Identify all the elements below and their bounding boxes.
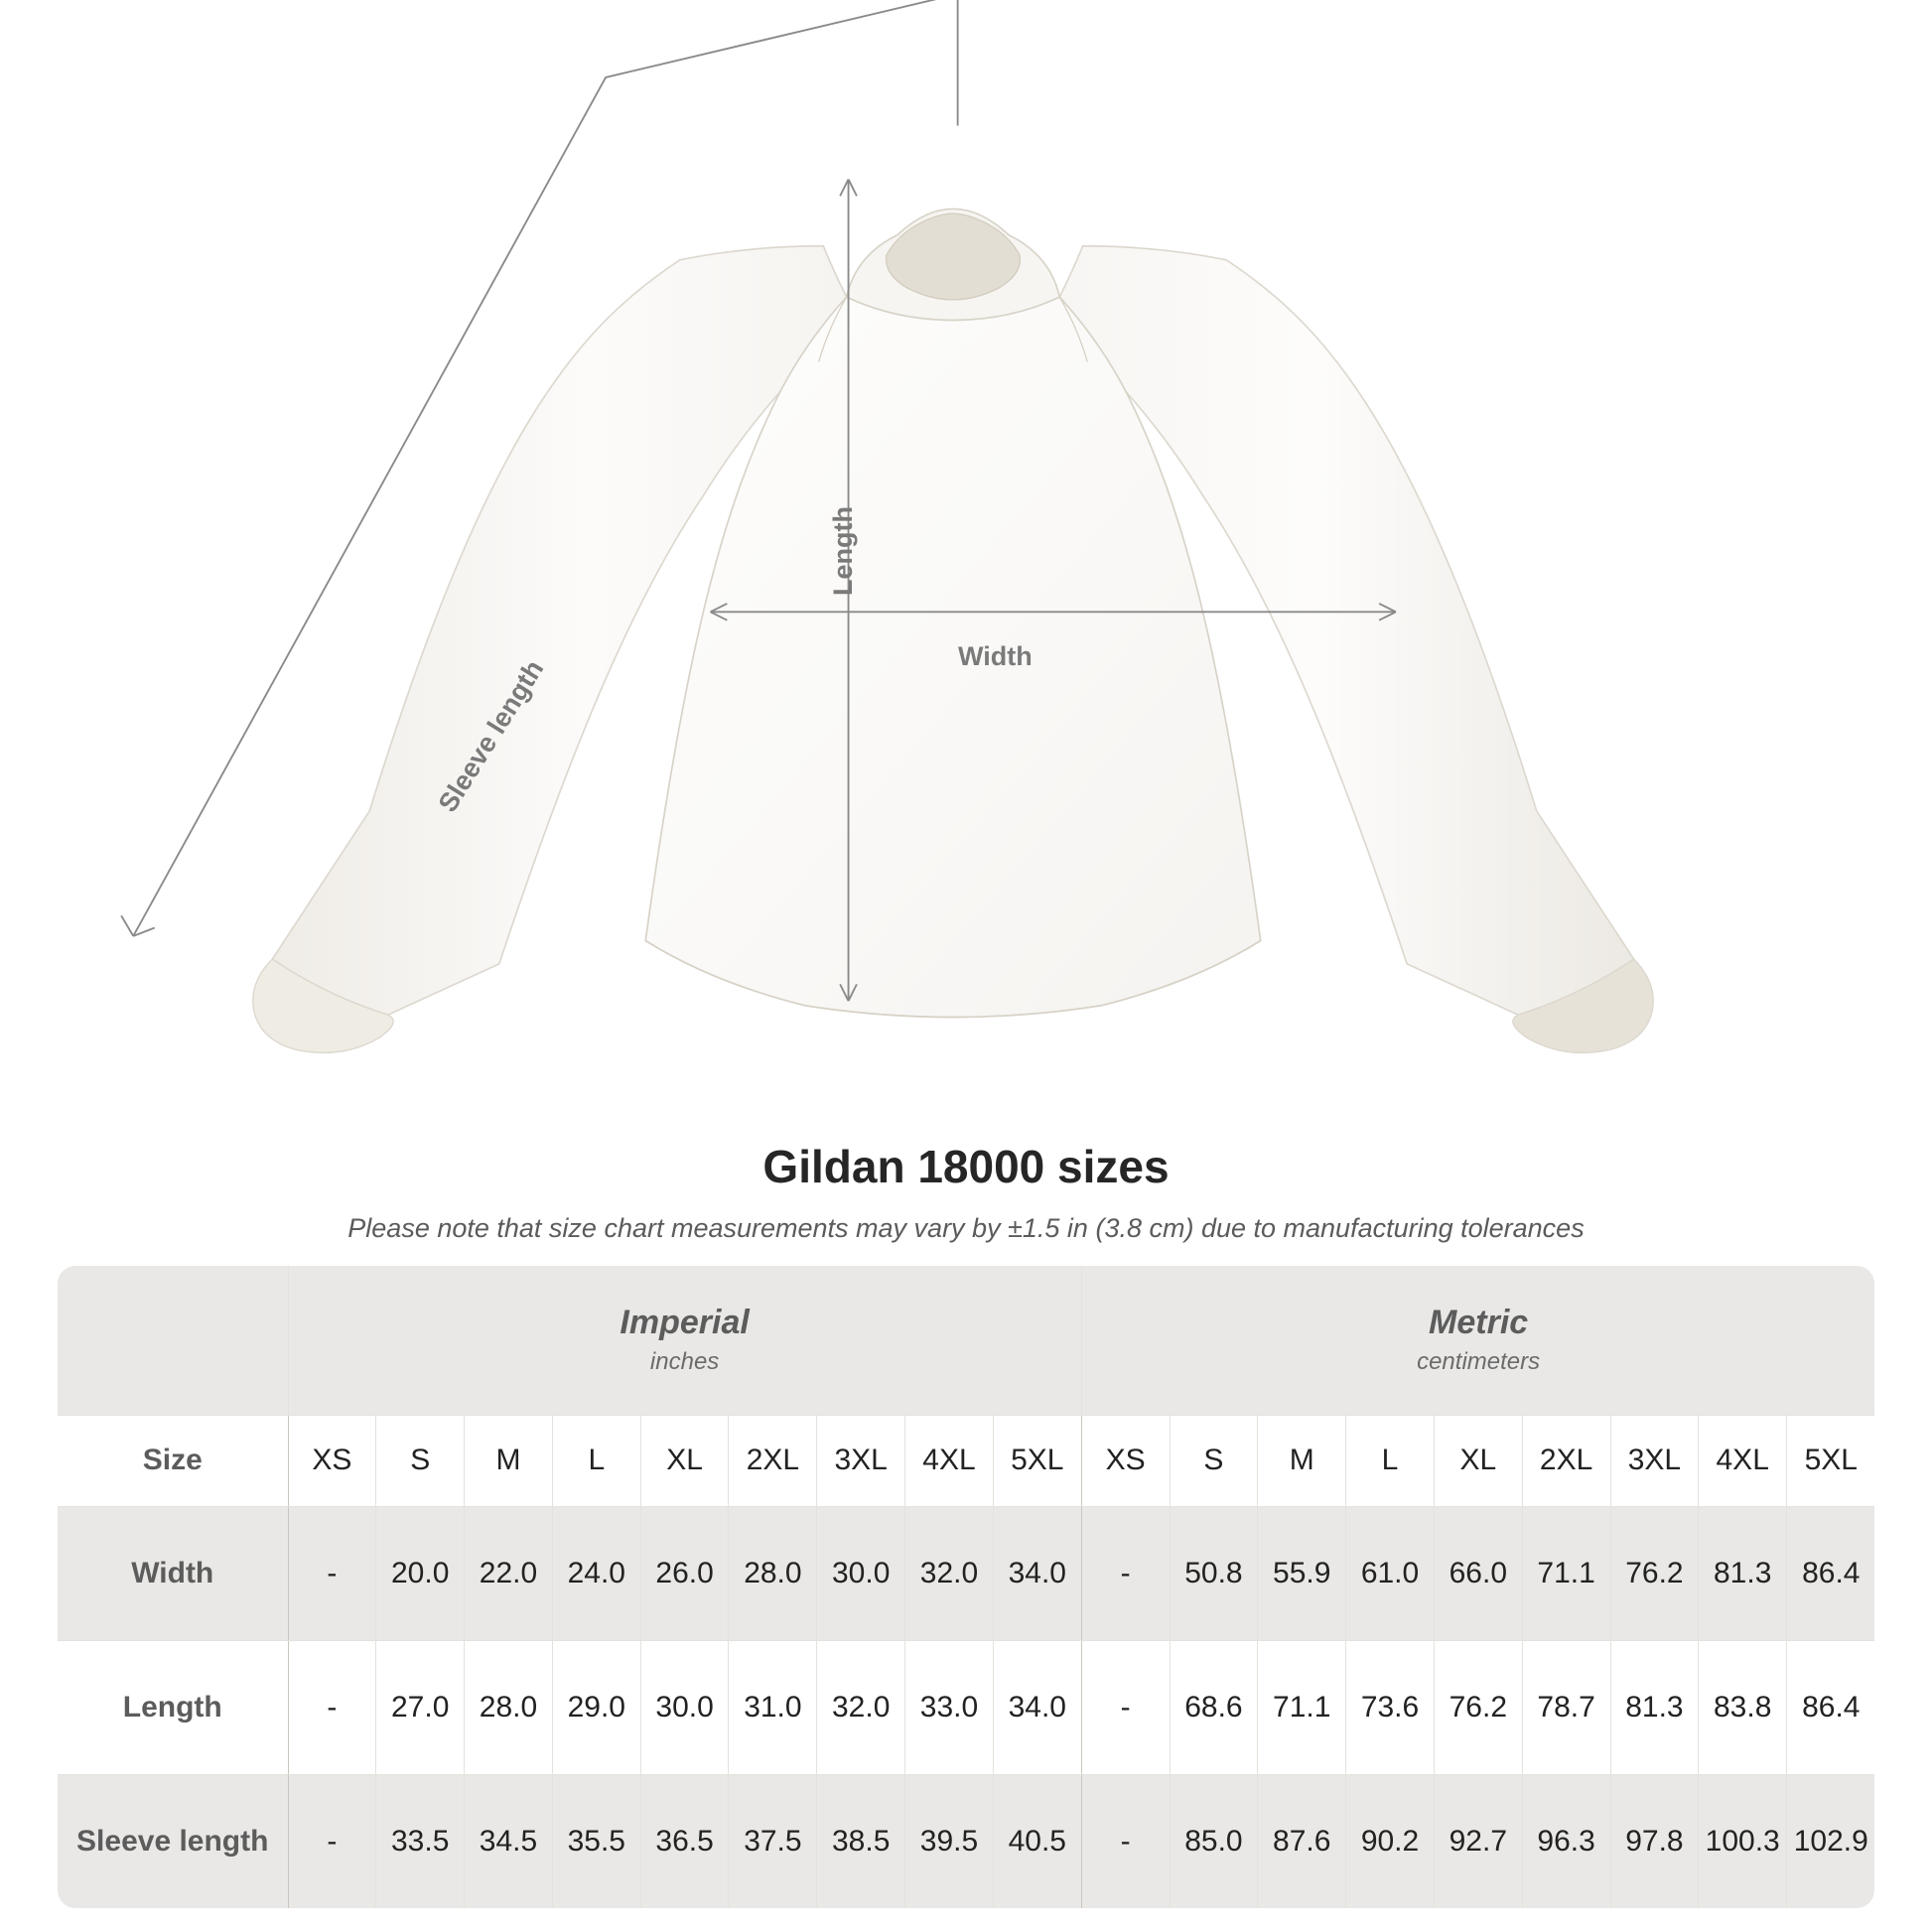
svg-text:Width: Width (958, 641, 1033, 671)
svg-text:Length: Length (828, 506, 858, 596)
